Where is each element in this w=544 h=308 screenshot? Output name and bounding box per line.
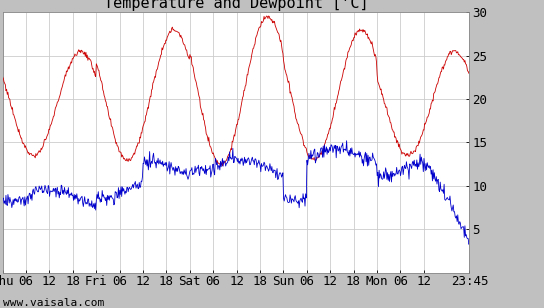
Title: Temperature and Dewpoint [’C]: Temperature and Dewpoint [’C] <box>104 0 368 11</box>
Text: www.vaisala.com: www.vaisala.com <box>3 298 104 308</box>
